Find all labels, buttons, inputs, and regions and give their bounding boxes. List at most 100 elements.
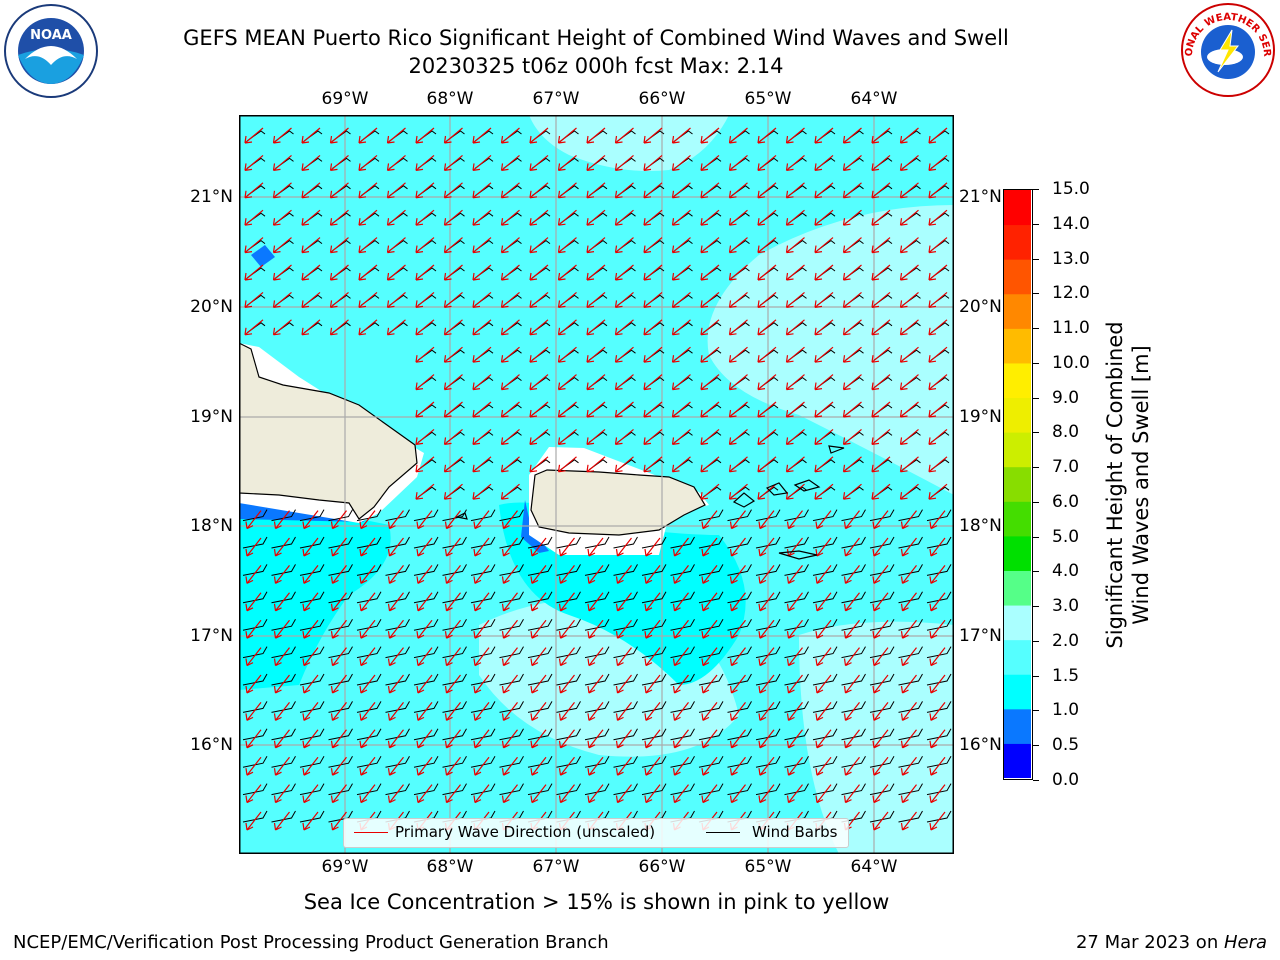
wave-direction-arrow — [586, 374, 606, 391]
wave-direction-arrow — [614, 154, 634, 171]
wave-direction-arrow — [472, 483, 492, 500]
wave-direction-arrow — [359, 784, 376, 804]
lon-label: 69°W — [321, 89, 369, 109]
wave-direction-arrow — [786, 592, 803, 612]
wind-barb — [242, 755, 268, 768]
wave-direction-arrow — [473, 729, 490, 749]
wave-direction-arrow — [386, 182, 406, 199]
wind-barb — [413, 673, 439, 686]
wave-direction-arrow — [472, 209, 492, 226]
wind-barb — [755, 783, 781, 796]
wind-barb — [727, 618, 752, 631]
wind-barb — [584, 783, 610, 796]
wind-barb — [527, 618, 553, 631]
contour-0.5-1m — [251, 245, 275, 267]
wave-direction-arrow — [245, 647, 262, 667]
wave-direction-arrow — [272, 182, 292, 199]
wave-direction-arrow — [330, 702, 347, 721]
wave-direction-arrow — [899, 291, 919, 308]
wind-barb — [584, 564, 610, 576]
wave-direction-arrow — [443, 401, 463, 418]
wind-barb — [727, 783, 752, 796]
wind-barb — [385, 564, 410, 576]
wind-barb — [470, 564, 496, 576]
wave-direction-arrow — [842, 483, 862, 500]
wave-direction-arrow — [329, 154, 349, 171]
wave-direction-arrow — [245, 510, 262, 530]
wave-direction-arrow — [615, 729, 632, 749]
wind-barb — [356, 564, 382, 576]
colorbar-tick-label: 4.0 — [1052, 561, 1080, 582]
wave-direction-arrow — [929, 619, 946, 639]
wind-barb — [812, 701, 838, 713]
wind-barb — [812, 646, 838, 659]
wave-direction-arrow — [500, 428, 520, 445]
wave-direction-arrow — [842, 428, 862, 445]
wave-direction-arrow — [614, 182, 634, 199]
wind-barb — [898, 646, 923, 659]
wave-direction-arrow — [842, 319, 862, 336]
wave-direction-arrow — [786, 702, 803, 721]
wave-direction-arrow — [814, 264, 834, 281]
wind-barb — [584, 618, 610, 631]
lat-label: 17°N — [190, 626, 233, 646]
wave-direction-arrow — [785, 237, 805, 254]
wave-direction-arrow — [872, 674, 889, 694]
colorbar-tick-label: 14.0 — [1052, 213, 1090, 234]
wave-direction-arrow — [558, 674, 575, 694]
wind-barb — [613, 536, 638, 549]
wave-direction-arrow — [500, 182, 520, 199]
wave-direction-arrow — [473, 702, 490, 721]
wave-direction-arrow — [472, 182, 492, 199]
wave-direction-arrow — [245, 756, 262, 776]
wave-direction-arrow — [758, 729, 775, 749]
wave-direction-arrow — [415, 264, 435, 281]
wind-barb — [356, 755, 382, 768]
colorbar-tick-label: 15.0 — [1052, 179, 1090, 199]
wind-barb — [641, 673, 667, 686]
wind-barb — [499, 618, 524, 631]
wave-direction-arrow — [530, 674, 547, 694]
wave-direction-arrow — [672, 702, 689, 721]
wave-direction-arrow — [472, 374, 492, 391]
wave-direction-arrow — [387, 729, 404, 749]
wave-direction-arrow — [386, 264, 406, 281]
wind-barb — [328, 783, 353, 796]
wave-direction-arrow — [814, 237, 834, 254]
wave-direction-arrow — [416, 647, 433, 667]
wave-direction-arrow — [444, 729, 461, 749]
wave-direction-arrow — [757, 483, 777, 500]
wave-direction-arrow — [700, 428, 720, 445]
wave-direction-arrow — [643, 428, 663, 445]
colorbar-band — [1004, 293, 1031, 329]
wave-direction-arrow — [501, 565, 518, 584]
wave-direction-arrow — [671, 237, 691, 254]
wind-barb — [898, 509, 923, 522]
wave-direction-arrow — [815, 784, 832, 804]
wind-barb — [584, 755, 610, 768]
colorbar-band — [1004, 743, 1031, 779]
wind-barb — [841, 673, 866, 686]
wave-direction-arrow — [871, 291, 891, 308]
wave-direction-arrow — [245, 729, 262, 749]
wind-barb — [385, 701, 410, 713]
wind-barb — [442, 509, 467, 522]
lat-label: 21°N — [190, 187, 233, 207]
wave-direction-arrow — [872, 647, 889, 667]
wave-direction-arrow — [529, 291, 549, 308]
wave-direction-arrow — [900, 729, 917, 749]
wave-direction-arrow — [757, 319, 777, 336]
wave-direction-arrow — [614, 237, 634, 254]
wave-direction-arrow — [529, 456, 549, 473]
wave-direction-arrow — [501, 647, 518, 667]
wave-direction-arrow — [415, 319, 435, 336]
wave-direction-arrow — [728, 209, 748, 226]
wave-direction-arrow — [444, 702, 461, 721]
wind-barb — [242, 618, 268, 631]
wave-direction-arrow — [530, 729, 547, 749]
wave-direction-arrow — [444, 565, 461, 584]
wave-direction-arrow — [929, 729, 946, 749]
wave-direction-arrow — [729, 565, 746, 584]
colorbar-tick-mark — [1033, 432, 1039, 434]
wave-direction-arrow — [671, 182, 691, 199]
